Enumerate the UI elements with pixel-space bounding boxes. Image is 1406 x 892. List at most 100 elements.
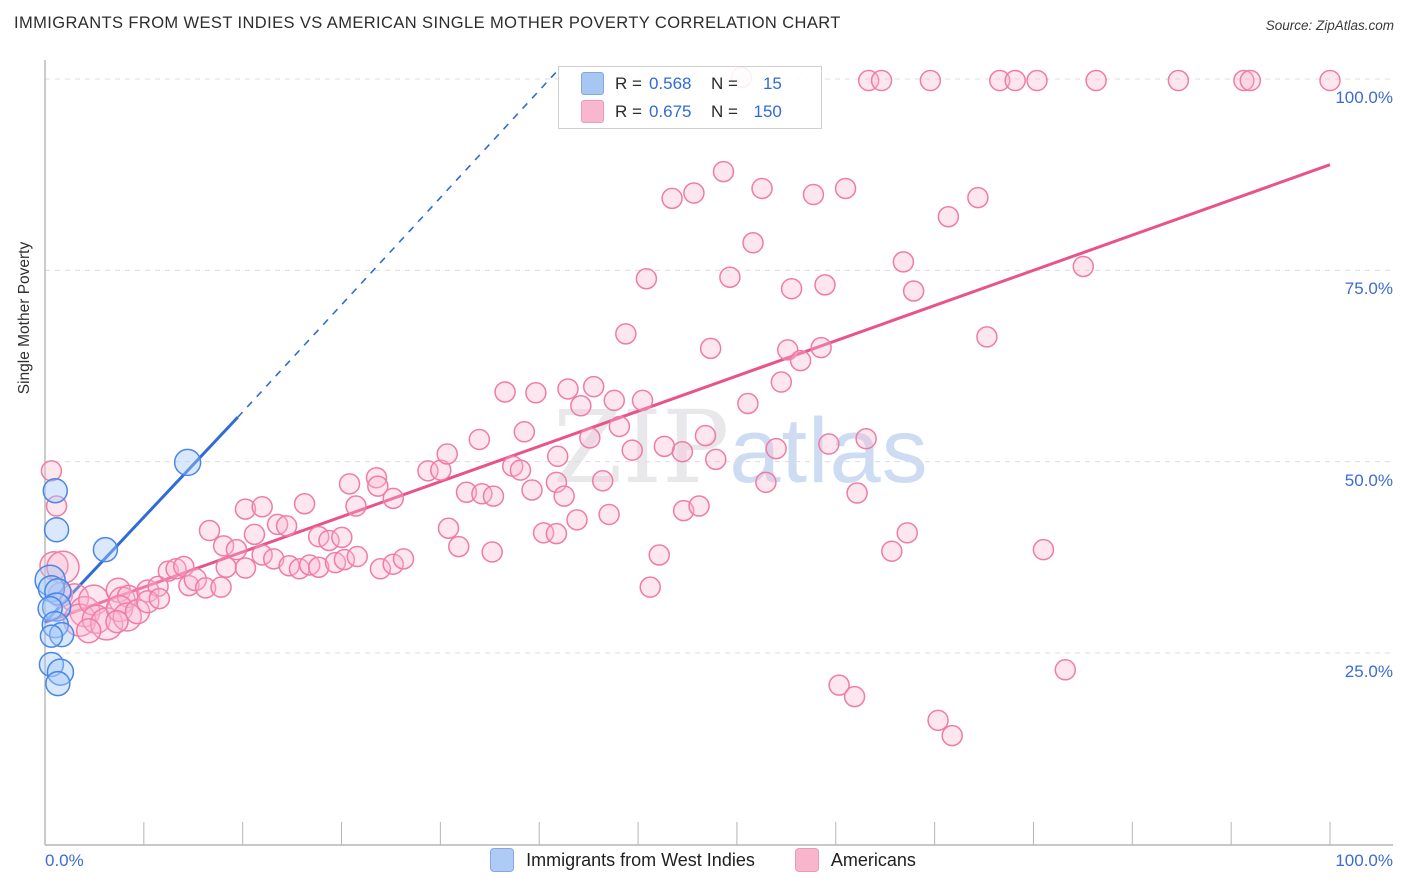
data-point-americans[interactable] [919,69,942,92]
data-point-americans[interactable] [579,427,601,449]
data-point-americans[interactable] [1167,69,1190,92]
data-point-americans[interactable] [802,183,825,206]
data-point-americans[interactable] [243,523,266,546]
data-point-americans[interactable] [148,587,171,610]
data-point-americans[interactable] [765,437,787,460]
data-point-americans[interactable] [481,541,503,563]
data-point-americans[interactable] [892,251,915,273]
data-point-americans[interactable] [967,186,989,209]
data-point-americans[interactable] [369,558,392,580]
data-point-immigrants[interactable] [45,670,71,697]
data-point-americans[interactable] [345,495,367,517]
data-point-americans[interactable] [234,498,257,520]
data-point-americans[interactable] [881,540,903,562]
data-point-americans[interactable] [318,529,340,552]
data-point-immigrants[interactable] [44,578,72,606]
data-point-americans[interactable] [1239,69,1262,92]
data-point-americans[interactable] [430,459,452,481]
data-point-americans[interactable] [780,277,803,300]
data-point-americans[interactable] [455,481,478,504]
data-point-immigrants[interactable] [42,477,69,504]
data-point-americans[interactable] [1004,69,1026,92]
data-point-americans[interactable] [509,459,532,481]
data-point-americans[interactable] [653,435,676,458]
data-point-americans[interactable] [382,553,404,575]
data-point-americans[interactable] [367,475,389,497]
data-point-americans[interactable] [635,267,658,290]
data-point-americans[interactable] [198,519,221,542]
data-point-americans[interactable] [694,424,717,447]
data-point-americans[interactable] [436,443,458,465]
data-point-americans[interactable] [307,556,330,579]
data-point-americans[interactable] [546,445,569,468]
data-point-americans[interactable] [338,473,361,495]
data-point-americans[interactable] [755,471,777,494]
data-point-americans[interactable] [165,558,187,580]
data-point-americans[interactable] [81,604,112,635]
data-point-americans[interactable] [105,609,129,634]
data-point-americans[interactable] [1026,69,1048,92]
data-point-americans[interactable] [1319,69,1341,92]
data-point-americans[interactable] [557,378,579,400]
data-point-americans[interactable] [194,577,217,599]
data-point-americans[interactable] [1032,538,1055,561]
data-point-immigrants[interactable] [43,517,70,543]
data-point-americans[interactable] [494,381,516,403]
data-point-americans[interactable] [683,182,705,204]
data-point-americans[interactable] [553,485,575,507]
data-point-americans[interactable] [582,375,605,398]
data-point-americans[interactable] [927,709,949,732]
data-point-americans[interactable] [392,548,415,570]
data-point-americans[interactable] [513,421,536,443]
data-point-americans[interactable] [266,513,289,536]
data-point-americans[interactable] [570,395,592,417]
data-point-americans[interactable] [941,724,963,747]
data-point-americans[interactable] [251,544,273,566]
data-point-americans[interactable] [482,485,505,507]
data-point-immigrants[interactable] [37,595,63,622]
data-point-americans[interactable] [870,69,893,92]
data-point-americans[interactable] [719,266,741,288]
data-point-americans[interactable] [621,439,643,461]
data-point-americans[interactable] [846,482,868,504]
data-point-americans[interactable] [976,326,998,348]
data-point-americans[interactable] [712,160,735,183]
data-point-americans[interactable] [215,556,237,579]
data-point-americans[interactable] [382,487,404,510]
data-point-americans[interactable] [834,177,857,200]
data-point-americans[interactable] [648,544,670,566]
data-point-americans[interactable] [293,492,316,515]
data-point-americans[interactable] [521,479,543,501]
data-point-americans[interactable] [699,337,722,360]
data-point-americans[interactable] [1072,255,1095,278]
data-point-americans[interactable] [591,470,614,492]
data-point-americans[interactable] [855,427,877,450]
data-point-americans[interactable] [688,495,710,517]
data-point-americans[interactable] [751,177,773,200]
data-point-americans[interactable] [333,548,356,571]
data-point-americans[interactable] [810,336,832,359]
data-point-americans[interactable] [615,323,637,345]
data-point-americans[interactable] [1054,659,1077,681]
data-point-americans[interactable] [212,535,235,557]
data-point-americans[interactable] [225,538,248,561]
data-point-americans[interactable] [818,433,840,455]
data-point-americans[interactable] [234,557,257,579]
data-point-americans[interactable] [545,522,568,545]
data-point-americans[interactable] [598,503,620,526]
data-point-americans[interactable] [737,392,759,415]
data-point-americans[interactable] [789,349,812,372]
data-point-americans[interactable] [437,517,460,539]
data-point-americans[interactable] [525,382,547,404]
data-point-americans[interactable] [331,526,353,549]
data-point-americans[interactable] [251,496,273,518]
data-point-americans[interactable] [210,576,232,598]
data-point-americans[interactable] [814,274,836,296]
data-point-americans[interactable] [1233,69,1255,92]
data-point-immigrants[interactable] [38,651,65,678]
data-point-americans[interactable] [365,466,388,489]
data-point-americans[interactable] [608,415,631,438]
data-point-immigrants[interactable] [173,448,202,477]
data-point-americans[interactable] [631,389,654,412]
data-point-americans[interactable] [902,280,925,302]
